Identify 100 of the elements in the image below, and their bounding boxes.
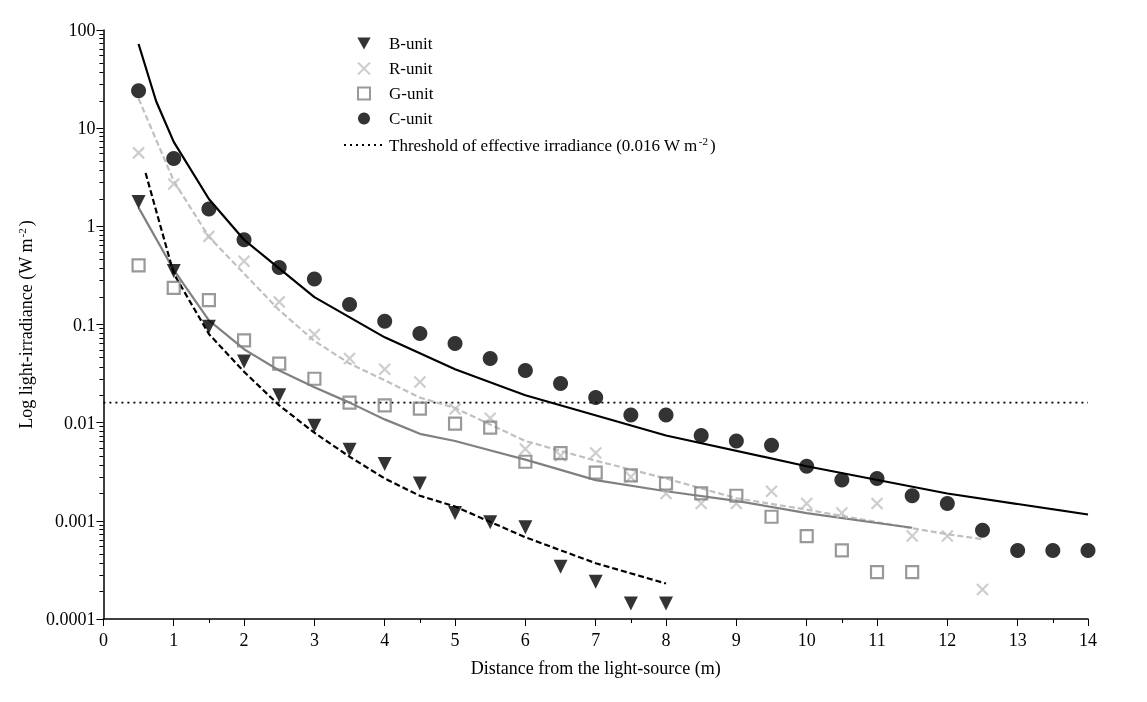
- point: [412, 476, 427, 491]
- point: [483, 515, 498, 530]
- x-axis-title: Distance from the light-source (m): [470, 658, 721, 679]
- point: [800, 496, 814, 511]
- point: [131, 194, 146, 209]
- point: [764, 437, 780, 453]
- point: [588, 465, 603, 480]
- point: [658, 476, 674, 491]
- point: [518, 454, 533, 469]
- point: [834, 543, 849, 558]
- point: [307, 371, 322, 386]
- point: [623, 407, 639, 423]
- point: [306, 271, 322, 287]
- point: [623, 596, 638, 611]
- point: [835, 506, 849, 520]
- point: [272, 295, 286, 309]
- point: [236, 232, 252, 248]
- point: [236, 333, 252, 348]
- point: [377, 313, 393, 329]
- point: [975, 522, 991, 538]
- point: [694, 496, 708, 511]
- point: [905, 565, 920, 580]
- point: [905, 529, 919, 543]
- point: [939, 496, 955, 512]
- point: [869, 470, 885, 486]
- point: [342, 442, 357, 457]
- point: [237, 254, 251, 268]
- point: [342, 395, 357, 410]
- point: [588, 390, 604, 406]
- point: [448, 506, 463, 521]
- point: [377, 456, 392, 471]
- point: [588, 574, 603, 589]
- x-tick-label: 12: [938, 630, 957, 650]
- point: [870, 496, 884, 511]
- x-tick-label: 13: [1008, 630, 1027, 650]
- point: [553, 449, 568, 463]
- point: [694, 486, 709, 501]
- x-tick-label: 4: [380, 630, 390, 650]
- x-tick-label: 0: [98, 630, 108, 650]
- legend-label: R-unit: [389, 59, 433, 78]
- y-tick-label: 0.001: [54, 510, 96, 531]
- point: [729, 496, 743, 511]
- point: [764, 509, 779, 524]
- point: [272, 356, 287, 371]
- point: [271, 260, 287, 276]
- x-tick-label: 3: [309, 630, 319, 650]
- point: [342, 296, 358, 312]
- point: [693, 428, 709, 443]
- point: [413, 375, 427, 389]
- point: [589, 446, 603, 460]
- legend-label: C-unit: [389, 109, 433, 128]
- point: [1010, 542, 1026, 558]
- x-tick-label: 10: [797, 630, 816, 650]
- point: [799, 458, 815, 474]
- legend-label: G-unit: [389, 84, 434, 103]
- x-tick-label: 1: [169, 630, 179, 650]
- point: [202, 229, 216, 243]
- point: [482, 351, 498, 367]
- point: [799, 528, 814, 544]
- point: [553, 376, 569, 392]
- legend-label: B-unit: [389, 34, 433, 53]
- point: [483, 411, 497, 425]
- point: [272, 388, 287, 403]
- point: [447, 416, 463, 431]
- point: [307, 418, 322, 433]
- point: [728, 433, 744, 449]
- point: [201, 319, 216, 334]
- point: [1080, 542, 1096, 558]
- y-tick-label: 10: [77, 118, 96, 139]
- point: [412, 325, 428, 341]
- point: [166, 264, 181, 279]
- point: [517, 363, 533, 378]
- point: [975, 582, 990, 597]
- point: [940, 529, 954, 543]
- point: [201, 293, 216, 308]
- point: [131, 146, 146, 160]
- y-tick-label: 0.01: [63, 412, 96, 433]
- point: [658, 407, 674, 423]
- point: [447, 336, 463, 352]
- x-tick-label: 14: [1079, 630, 1097, 650]
- point: [518, 520, 533, 535]
- point: [201, 201, 217, 217]
- x-tick-label: 11: [868, 630, 886, 650]
- point: [131, 83, 147, 99]
- y-tick-label: 100: [68, 20, 96, 40]
- point: [518, 442, 532, 456]
- point: [412, 401, 427, 416]
- x-tick-label: 2: [239, 630, 249, 650]
- x-tick-label: 9: [731, 630, 741, 650]
- point: [131, 258, 146, 273]
- point: [307, 327, 321, 342]
- point: [659, 596, 674, 611]
- point: [448, 402, 462, 416]
- y-axis-title: Log light-irradiance (W m-2): [15, 220, 37, 429]
- point: [237, 354, 252, 369]
- point: [553, 445, 568, 461]
- x-tick-label: 8: [661, 630, 671, 650]
- y-tick-label: 0.0001: [45, 609, 96, 629]
- point: [377, 398, 392, 413]
- point: [378, 362, 392, 376]
